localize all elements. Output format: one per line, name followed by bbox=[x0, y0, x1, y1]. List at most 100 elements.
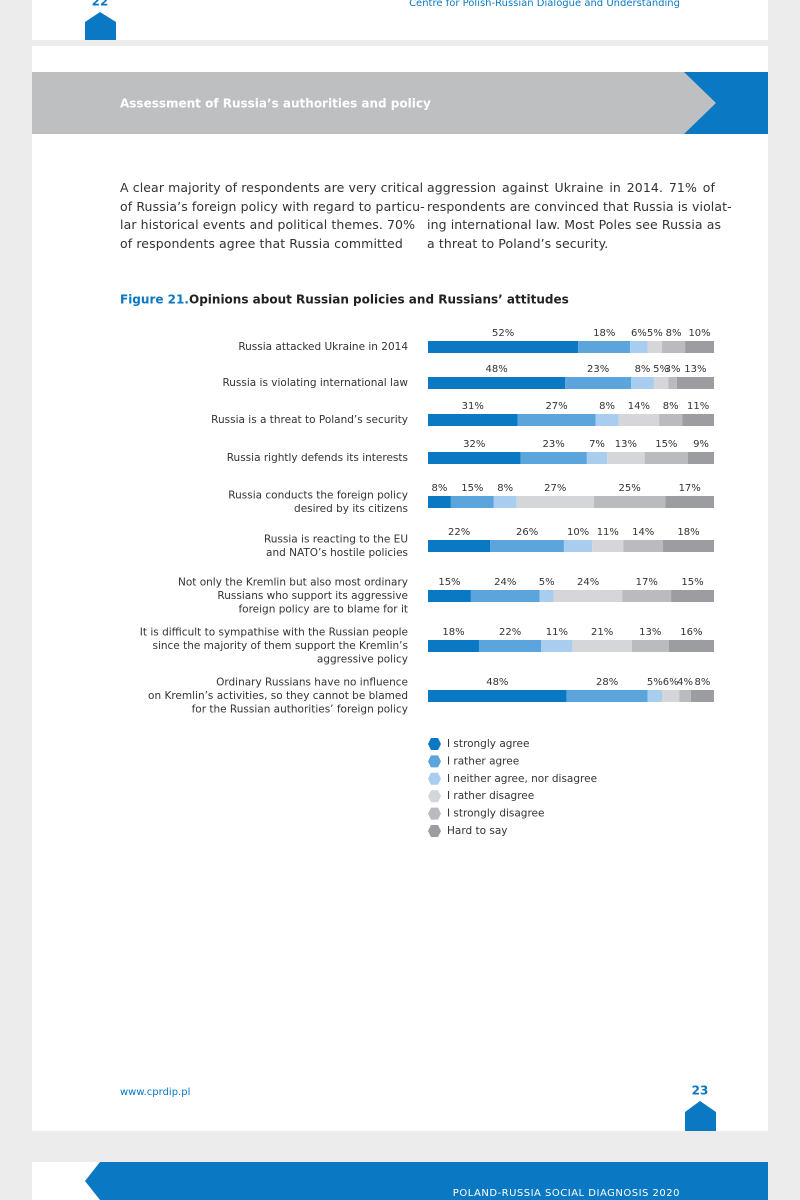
bar-segment bbox=[470, 590, 540, 602]
value-label: 48% bbox=[486, 677, 508, 688]
bar-segment bbox=[539, 590, 554, 602]
bar-segment bbox=[490, 540, 564, 552]
text-line: of respondents agree that Russia committ… bbox=[120, 235, 403, 251]
value-label: 48% bbox=[486, 364, 508, 375]
value-label: 24% bbox=[494, 577, 516, 588]
value-label: 32% bbox=[463, 439, 485, 450]
bar-segment bbox=[668, 640, 714, 652]
value-label: 17% bbox=[636, 577, 658, 588]
category-label: Russia attacked Ukraine in 2014 bbox=[238, 341, 408, 353]
bar-segment bbox=[428, 452, 521, 464]
value-label: 5% bbox=[647, 328, 663, 339]
legend-marker bbox=[428, 738, 441, 750]
bar-segment bbox=[428, 414, 518, 426]
value-label: 18% bbox=[442, 627, 464, 638]
bar-segment bbox=[631, 640, 669, 652]
value-label: 8% bbox=[497, 483, 513, 494]
bar-segment bbox=[663, 540, 714, 552]
bar-segment bbox=[644, 452, 688, 464]
bar-segment bbox=[662, 690, 680, 702]
bar-segment bbox=[676, 377, 714, 389]
text-line: respondents are convinced that Russia is… bbox=[427, 198, 732, 214]
bar-segment bbox=[517, 414, 596, 426]
value-label: 26% bbox=[516, 527, 538, 538]
value-label: 10% bbox=[567, 527, 589, 538]
page-tab bbox=[685, 1101, 716, 1131]
bar-segment bbox=[622, 590, 672, 602]
value-label: 27% bbox=[545, 401, 567, 412]
category-label: desired by its citizens bbox=[294, 503, 408, 515]
bar-segment bbox=[572, 640, 632, 652]
value-label: 24% bbox=[577, 577, 599, 588]
legend-label: Hard to say bbox=[447, 825, 507, 837]
value-label: 15% bbox=[681, 577, 703, 588]
legend-marker bbox=[428, 807, 441, 820]
section-banner bbox=[32, 72, 768, 134]
page-number: 23 bbox=[692, 1084, 709, 1098]
value-label: 13% bbox=[684, 364, 706, 375]
text-line: lar historical events and political them… bbox=[120, 217, 416, 233]
bar-segment bbox=[541, 640, 573, 652]
bar-segment bbox=[520, 452, 587, 464]
value-label: 5% bbox=[647, 677, 663, 688]
category-label: Russia is reacting to the EU bbox=[264, 533, 408, 545]
value-label: 27% bbox=[544, 483, 566, 494]
legend-label: I rather disagree bbox=[447, 790, 534, 802]
next-page-band bbox=[32, 1162, 768, 1200]
bar-segment bbox=[592, 540, 624, 552]
legend-label: I neither agree, nor disagree bbox=[447, 773, 597, 785]
value-label: 11% bbox=[687, 401, 709, 412]
bar-segment bbox=[595, 414, 619, 426]
legend-marker bbox=[428, 825, 441, 837]
value-label: 13% bbox=[639, 627, 661, 638]
value-label: 8% bbox=[599, 401, 615, 412]
value-label: 3% bbox=[665, 364, 681, 375]
bar-segment bbox=[563, 540, 593, 552]
bar-segment bbox=[478, 640, 542, 652]
value-label: 17% bbox=[679, 483, 701, 494]
body-column: aggression against Ukraine in 2014. 71% … bbox=[427, 179, 732, 253]
bar-segment bbox=[647, 690, 662, 702]
page-sheet bbox=[32, 46, 768, 1131]
value-label: 9% bbox=[693, 439, 709, 450]
category-label: aggressive policy bbox=[317, 654, 408, 666]
value-label: 14% bbox=[628, 401, 650, 412]
value-label: 22% bbox=[448, 527, 470, 538]
text-line: ing international law. Most Poles see Ru… bbox=[427, 217, 722, 233]
legend-label: I rather agree bbox=[447, 755, 519, 767]
section-title: Assessment of Russia’s authorities and p… bbox=[120, 97, 431, 111]
value-label: 6% bbox=[663, 677, 679, 688]
value-label: 31% bbox=[462, 401, 484, 412]
bar-segment bbox=[428, 540, 491, 552]
value-label: 23% bbox=[587, 364, 609, 375]
body-column: A clear majority of respondents are very… bbox=[120, 179, 425, 253]
category-label: on Kremlin’s activities, so they cannot … bbox=[148, 690, 408, 702]
legend-marker bbox=[428, 790, 441, 803]
bar-segment bbox=[493, 496, 517, 508]
category-label: since the majority of them support the K… bbox=[152, 640, 408, 652]
value-label: 28% bbox=[596, 677, 618, 688]
value-label: 5% bbox=[653, 364, 669, 375]
figure-title: Opinions about Russian policies and Russ… bbox=[189, 293, 569, 307]
value-label: 11% bbox=[597, 527, 619, 538]
value-label: 23% bbox=[543, 439, 565, 450]
category-label: Russia conducts the foreign policy bbox=[228, 489, 408, 501]
bar-segment bbox=[659, 414, 683, 426]
bar-segment bbox=[668, 377, 677, 389]
legend-label: I strongly agree bbox=[447, 738, 529, 750]
value-label: 13% bbox=[615, 439, 637, 450]
value-label: 4% bbox=[677, 677, 693, 688]
bar-segment bbox=[685, 341, 714, 353]
bar-segment bbox=[428, 377, 566, 389]
bar-segment bbox=[565, 377, 632, 389]
bar-segment bbox=[450, 496, 494, 508]
value-label: 8% bbox=[432, 483, 448, 494]
bar-segment bbox=[690, 690, 714, 702]
footer-url: www.cprdip.pl bbox=[120, 1087, 190, 1098]
bar-segment bbox=[428, 341, 579, 353]
category-label: Russia is a threat to Poland’s security bbox=[211, 414, 408, 426]
page-number: 22 bbox=[92, 0, 109, 9]
bar-segment bbox=[631, 377, 654, 389]
